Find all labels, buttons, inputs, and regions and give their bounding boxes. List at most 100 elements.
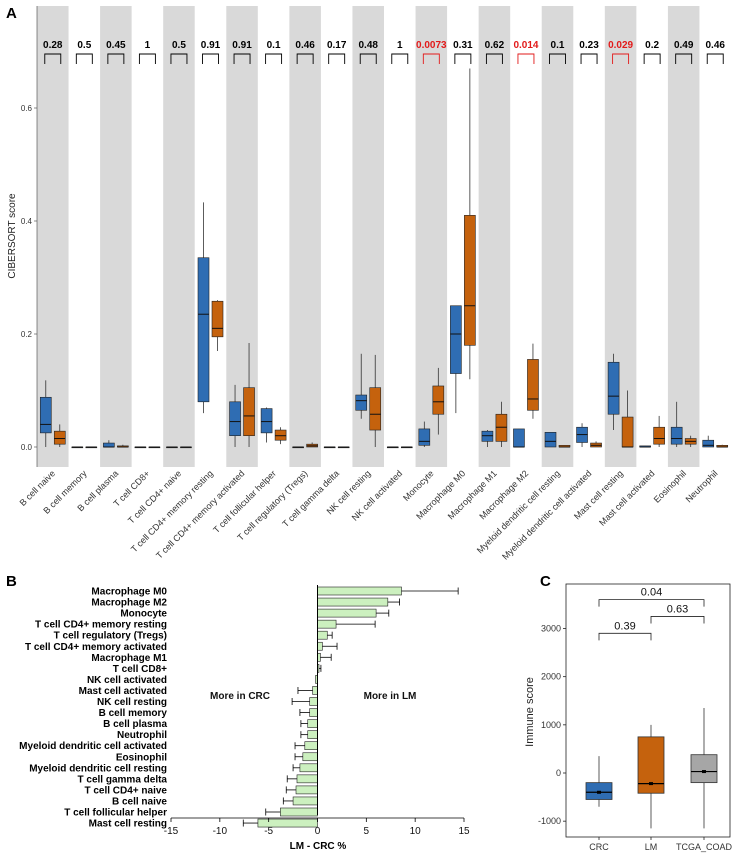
panel-c-comparison-pvalue-2: 0.63 bbox=[667, 603, 688, 615]
panel-a-bracket-4 bbox=[170, 53, 188, 64]
panel-b-bar-12 bbox=[307, 719, 318, 728]
panel-c-ytick-label-2: 1000 bbox=[541, 720, 561, 730]
panel-a-box-crc-2 bbox=[103, 442, 115, 448]
panel-b-category-label-14: Myeloid dendritic cell activated bbox=[19, 741, 167, 752]
panel-c-mean-marker-1 bbox=[649, 782, 653, 786]
panel-a-pvalue-15: 0.014 bbox=[513, 40, 538, 51]
panel-b-x-axis-title: LM - CRC % bbox=[290, 841, 347, 852]
panel-b-bar-5 bbox=[317, 641, 323, 651]
panel-a-band-20 bbox=[667, 6, 700, 467]
panel-c-ytick-label-0: -1000 bbox=[538, 816, 561, 826]
panel-a-pvalue-6: 0.91 bbox=[232, 40, 252, 51]
panel-b-category-label-13: Neutrophil bbox=[117, 730, 167, 741]
panel-b-bar-11 bbox=[309, 708, 318, 717]
panel-a-bracket-10 bbox=[359, 53, 377, 64]
panel-a-pvalue-0: 0.28 bbox=[43, 40, 63, 51]
panel-c-comparison-bracket-0 bbox=[598, 599, 705, 607]
panel-b-category-label-10: NK cell resting bbox=[97, 697, 167, 708]
panel-a-label: A bbox=[6, 5, 17, 22]
panel-b-category-label-19: B cell naive bbox=[112, 796, 167, 807]
panel-a-ytick-label-0: 0.0 bbox=[21, 443, 33, 452]
panel-b-bar-16 bbox=[299, 763, 318, 773]
panel-b-category-label-12: B cell plasma bbox=[103, 719, 167, 730]
panel-a-box-crc-10 bbox=[355, 394, 368, 411]
panel-a-bracket-15 bbox=[517, 53, 535, 64]
panel-b-category-label-4: T cell regulatory (Tregs) bbox=[54, 631, 167, 642]
panel-a-bracket-17 bbox=[580, 53, 598, 64]
more-in-lm-annotation: More in LM bbox=[364, 691, 417, 702]
panel-a-box-lm-12 bbox=[432, 385, 445, 415]
panel-c-ytick-label-1: 0 bbox=[556, 768, 561, 778]
panel-b-bar-10 bbox=[309, 697, 318, 706]
panel-b-bar-0 bbox=[317, 586, 402, 596]
panel-a-bracket-0 bbox=[44, 53, 62, 64]
panel-b-category-label-2: Monocyte bbox=[120, 609, 167, 620]
panel-b-category-label-11: B cell memory bbox=[99, 708, 168, 719]
panel-a-band-8 bbox=[289, 6, 321, 467]
panel-a-band-16 bbox=[541, 6, 574, 467]
panel-a-bracket-7 bbox=[265, 53, 283, 64]
panel-a-pvalue-2: 0.45 bbox=[106, 40, 126, 51]
panel-a-box-crc-0 bbox=[39, 396, 52, 434]
panel-a-bracket-8 bbox=[296, 53, 314, 64]
panel-a-pvalue-8: 0.46 bbox=[295, 40, 315, 51]
panel-a-bracket-20 bbox=[675, 53, 693, 64]
panel-b-category-label-21: Mast cell resting bbox=[89, 819, 167, 830]
panel-a-pvalue-11: 1 bbox=[397, 40, 403, 51]
panel-b-xtick-label-1: -10 bbox=[213, 826, 228, 837]
panel-a-pvalue-18: 0.029 bbox=[608, 40, 633, 51]
panel-a-pvalue-3: 1 bbox=[145, 40, 151, 51]
panel-a-ytick-label-3: 0.6 bbox=[21, 104, 33, 113]
panel-a-bracket-21 bbox=[706, 53, 724, 64]
panel-c-label: C bbox=[540, 573, 551, 590]
panel-a-xtick-label-9: T cell gamma delta bbox=[280, 468, 341, 529]
panel-b-category-label-6: Macrophage M1 bbox=[91, 653, 167, 664]
panel-b-bar-4 bbox=[317, 630, 328, 640]
panel-a-pvalue-5: 0.91 bbox=[201, 40, 221, 51]
panel-a-pvalue-21: 0.46 bbox=[705, 40, 725, 51]
panel-a-box-crc-20 bbox=[670, 426, 683, 445]
panel-a-box-crc-15 bbox=[513, 428, 525, 448]
panel-a-bracket-13 bbox=[454, 53, 472, 64]
panel-b-category-label-1: Macrophage M2 bbox=[91, 598, 167, 609]
panel-a-pvalue-4: 0.5 bbox=[172, 40, 186, 51]
panel-a-box-crc-7 bbox=[260, 408, 273, 434]
panel-a-pvalue-13: 0.31 bbox=[453, 40, 473, 51]
panel-c-ytick-label-4: 3000 bbox=[541, 624, 561, 634]
panel-c-boxplot: CRC LM TCGA_COAD -1000 0 1000 2000 3000 0.04 0.3… bbox=[524, 583, 733, 852]
panel-a-xtick-label-20: Eosinophil bbox=[652, 468, 688, 504]
panel-a-band-14 bbox=[478, 6, 511, 467]
panel-a-ytick-label-2: 0.4 bbox=[21, 217, 33, 226]
panel-a-band-4 bbox=[163, 6, 195, 467]
panel-b-category-label-16: Myeloid dendritic cell resting bbox=[29, 763, 167, 774]
panel-a-bracket-3 bbox=[138, 53, 156, 64]
panel-a-xtick-label-21: Neutrophil bbox=[684, 468, 720, 504]
panel-a-bracket-14 bbox=[485, 53, 503, 64]
panel-b-category-label-18: T cell CD4+ naive bbox=[84, 785, 167, 796]
panel-a-pvalue-1: 0.5 bbox=[77, 40, 91, 51]
panel-c-xtick-label-0: CRC bbox=[589, 842, 609, 852]
panel-a-pvalue-16: 0.1 bbox=[551, 40, 565, 51]
panel-b-bar-19 bbox=[292, 796, 318, 806]
panel-a-box-crc-6 bbox=[229, 401, 241, 436]
panel-b-category-label-8: NK cell activated bbox=[87, 675, 167, 686]
panel-c-comparison-bracket-1 bbox=[598, 632, 652, 641]
panel-a-boxplot: 0.28 0.5 0.45 1 0.5 0.91 0.91 0.1 0.46 0.17 0.48 1 0… bbox=[7, 6, 731, 562]
panel-a-pvalue-14: 0.62 bbox=[485, 40, 505, 51]
panel-b-bar-2 bbox=[317, 608, 377, 618]
panel-a-box-lm-18 bbox=[621, 416, 634, 448]
panel-a-box-lm-15 bbox=[527, 359, 539, 411]
panel-c-comparison-pvalue-1: 0.39 bbox=[614, 620, 635, 632]
panel-a-bracket-6 bbox=[233, 53, 251, 64]
panel-b-category-label-0: Macrophage M0 bbox=[91, 587, 167, 598]
panel-b-xtick-label-2: -5 bbox=[264, 826, 273, 837]
panel-b-category-label-20: T cell follicular helper bbox=[64, 808, 167, 819]
panel-c-mean-marker-0 bbox=[597, 790, 601, 794]
panel-b-label: B bbox=[6, 573, 17, 590]
panel-b-bar-3 bbox=[317, 619, 337, 629]
panel-a-box-crc-16 bbox=[544, 432, 557, 448]
panel-c-comparison-bracket-2 bbox=[650, 616, 705, 624]
panel-c-comparison-pvalue-0: 0.04 bbox=[641, 587, 662, 599]
panel-a-bracket-2 bbox=[107, 53, 125, 64]
